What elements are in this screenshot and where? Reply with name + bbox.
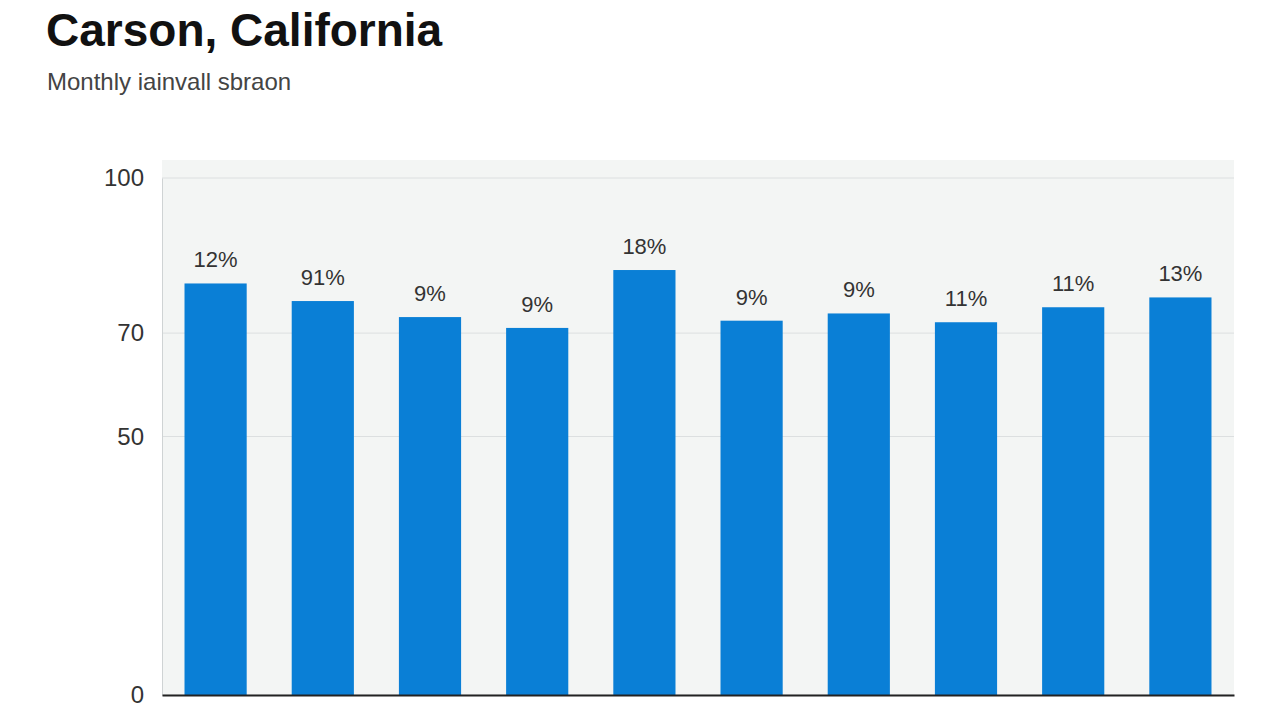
annotation: 9% <box>843 277 875 302</box>
y-tick: 100 <box>104 164 162 191</box>
annotation: 18% <box>622 234 666 259</box>
bars <box>185 270 1212 695</box>
annotation: 13% <box>1158 261 1202 286</box>
plot-background <box>162 160 1234 695</box>
annotations: 12% 91% 9% 9% 18% 9% 9% 11% 11% 13% <box>194 234 1203 317</box>
grid-line <box>162 695 1234 696</box>
y-tick-label: 100 <box>104 164 144 191</box>
bar <box>828 313 890 695</box>
bar <box>185 283 247 695</box>
grid-line <box>162 178 1234 179</box>
bar <box>721 321 783 695</box>
bar <box>506 328 568 695</box>
grid <box>162 178 1234 695</box>
y-tick: 0 <box>131 681 162 708</box>
bar <box>1149 297 1211 695</box>
annotation: 9% <box>521 292 553 317</box>
y-tick: 70 <box>117 319 162 346</box>
x-axis <box>163 695 1235 696</box>
title: Carson, California <box>46 4 443 56</box>
annotation: 12% <box>194 247 238 272</box>
x-axis-line <box>163 695 1235 697</box>
bar <box>399 317 461 695</box>
annotation: 9% <box>736 285 768 310</box>
y-tick-label: 0 <box>131 681 144 708</box>
bar <box>935 322 997 695</box>
bar <box>1042 307 1104 695</box>
y-axis-line <box>162 179 163 696</box>
y-axis: 0 50 70 100 <box>104 164 163 708</box>
chart: Carson, California Monthly iainvall sbrao… <box>0 0 1280 720</box>
bar <box>613 270 675 695</box>
annotation: 11% <box>945 286 987 311</box>
annotation: 9% <box>414 281 446 306</box>
y-tick: 50 <box>117 423 162 450</box>
y-tick-label: 70 <box>117 319 144 346</box>
annotation: 91% <box>301 265 345 290</box>
y-tick-label: 50 <box>117 423 144 450</box>
bar <box>292 301 354 695</box>
subtitle: Monthly iainvall sbraon <box>47 68 291 95</box>
annotation: 11% <box>1052 271 1094 296</box>
